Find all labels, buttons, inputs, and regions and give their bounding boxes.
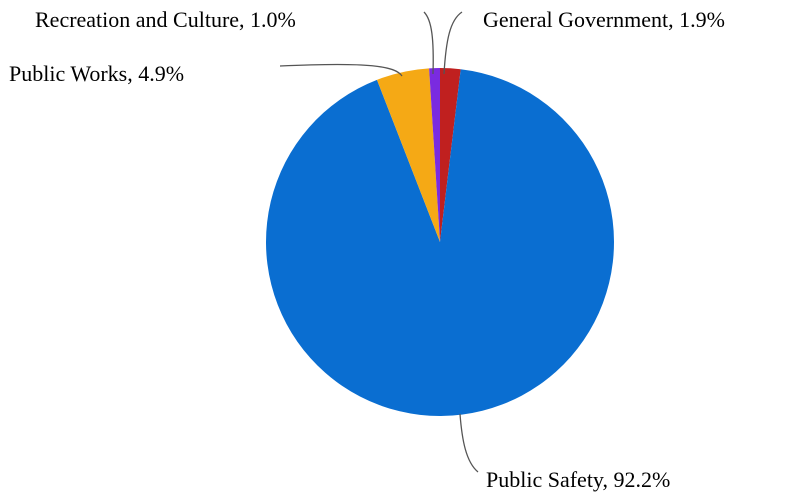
pie-slice-public-works — [376, 68, 440, 242]
leader-lines — [279, 11, 479, 473]
data-labels: General Government, 1.9% Public Safety, … — [9, 7, 725, 492]
label-public-works: Public Works, 4.9% — [9, 61, 184, 86]
label-recreation-and-culture: Recreation and Culture, 1.0% — [35, 7, 296, 32]
leader-public-safety — [459, 413, 479, 473]
leader-general-government — [443, 11, 463, 75]
label-general-government: General Government, 1.9% — [483, 7, 725, 32]
leader-public-works — [279, 63, 403, 77]
leader-recreation-and-culture — [423, 11, 434, 75]
pie-slice-recreation-and-culture — [429, 68, 440, 242]
label-public-safety: Public Safety, 92.2% — [486, 467, 670, 492]
pie-slice-public-safety — [265, 69, 614, 416]
pie-slices — [265, 68, 614, 416]
pie-slice-general-government — [440, 68, 461, 242]
